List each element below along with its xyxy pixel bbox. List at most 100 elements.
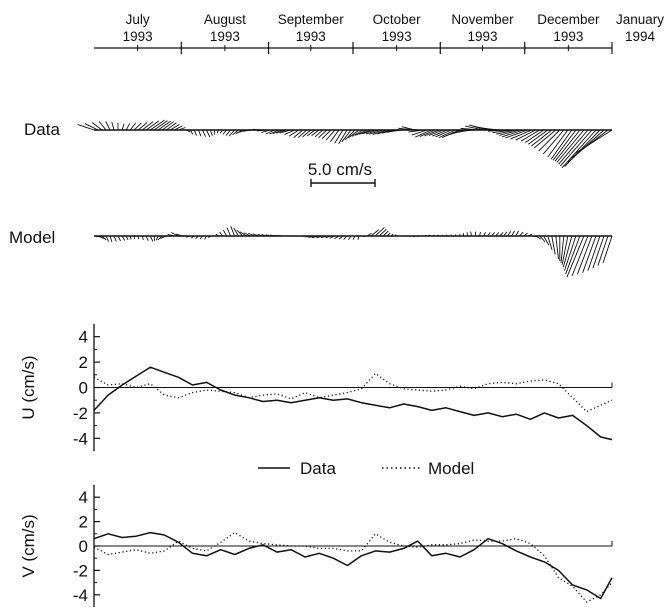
stick xyxy=(243,232,251,237)
stick xyxy=(523,232,528,237)
stick xyxy=(297,129,308,138)
stick xyxy=(560,235,565,263)
stick xyxy=(111,122,115,131)
stick xyxy=(219,129,223,134)
month-label: August xyxy=(204,12,246,27)
stick xyxy=(405,128,420,131)
stick xyxy=(547,129,569,158)
stick xyxy=(233,227,239,237)
stick xyxy=(174,125,183,131)
stick xyxy=(137,122,148,131)
stick xyxy=(528,129,549,145)
stick xyxy=(424,235,428,237)
stick xyxy=(235,129,243,134)
stick xyxy=(276,129,287,134)
stick xyxy=(236,229,243,237)
stick xyxy=(409,235,412,238)
stick xyxy=(347,235,352,240)
stick xyxy=(219,231,223,237)
stick xyxy=(216,129,219,134)
year-label: 1993 xyxy=(382,29,412,44)
stick xyxy=(84,123,99,131)
stick xyxy=(257,233,263,237)
stick xyxy=(587,235,601,271)
stick xyxy=(272,129,283,135)
v-panel: 4 2 0 -2 -4 V (cm/s) xyxy=(19,485,613,607)
stick xyxy=(133,122,142,131)
y-tick-label: -2 xyxy=(73,561,88,580)
stick xyxy=(566,235,585,278)
stick xyxy=(344,129,356,141)
stick xyxy=(186,129,191,133)
stick xyxy=(109,235,113,243)
stick xyxy=(153,120,168,131)
stick-panel-model: Model xyxy=(9,226,613,278)
stick xyxy=(382,230,389,237)
stick xyxy=(204,235,207,240)
stick xyxy=(193,129,197,136)
stick xyxy=(355,129,368,136)
month-label: July xyxy=(126,12,150,27)
stick xyxy=(525,129,544,143)
stick xyxy=(113,235,117,242)
stick xyxy=(550,129,573,160)
stick xyxy=(413,235,416,238)
stick xyxy=(560,129,593,167)
stick xyxy=(306,129,316,137)
stick xyxy=(257,129,267,132)
time-axis: July 1993 August 1993 September 1993 October 19… xyxy=(94,12,664,54)
stick xyxy=(527,233,533,237)
y-tick-label: 4 xyxy=(79,328,88,347)
stick xyxy=(145,235,149,241)
stick xyxy=(155,235,159,241)
scale-label: 5.0 cm/s xyxy=(308,160,372,179)
stick xyxy=(341,129,352,143)
stick xyxy=(574,129,613,154)
stick xyxy=(265,234,271,237)
stick xyxy=(279,129,291,134)
stick xyxy=(105,121,111,131)
stick xyxy=(77,124,95,131)
stick xyxy=(195,235,199,239)
stick xyxy=(230,226,235,237)
year-label: 1994 xyxy=(625,29,656,44)
stick xyxy=(398,127,412,131)
stick xyxy=(352,235,356,240)
stick xyxy=(348,129,360,139)
stick xyxy=(408,129,424,133)
stick xyxy=(318,129,328,139)
stick xyxy=(186,235,191,238)
stick xyxy=(556,129,585,163)
stick xyxy=(302,129,312,138)
stick xyxy=(210,129,213,136)
stick xyxy=(129,122,136,131)
stick xyxy=(141,235,144,241)
stick xyxy=(284,129,295,135)
y-axis-label: U (cm/s) xyxy=(19,355,38,419)
legend-model-label: Model xyxy=(428,459,474,478)
stick xyxy=(141,121,154,131)
stick-scale: 5.0 cm/s xyxy=(308,160,376,187)
y-tick-label: 0 xyxy=(79,379,88,398)
stick xyxy=(316,235,324,239)
stick xyxy=(226,227,231,237)
series-data xyxy=(93,531,613,600)
y-tick-label: 2 xyxy=(79,353,88,372)
stick xyxy=(166,122,177,131)
stick xyxy=(378,228,387,237)
stick xyxy=(499,129,520,136)
month-label: September xyxy=(278,12,345,27)
stick xyxy=(495,232,500,237)
stick xyxy=(171,232,179,237)
stick xyxy=(432,129,448,137)
stick xyxy=(252,128,263,131)
stick xyxy=(288,129,300,137)
stick xyxy=(314,129,324,137)
stick xyxy=(321,129,332,140)
stick xyxy=(125,123,131,131)
series-model xyxy=(93,372,613,413)
stick xyxy=(320,235,328,239)
stick xyxy=(551,235,556,255)
stick xyxy=(239,231,247,237)
